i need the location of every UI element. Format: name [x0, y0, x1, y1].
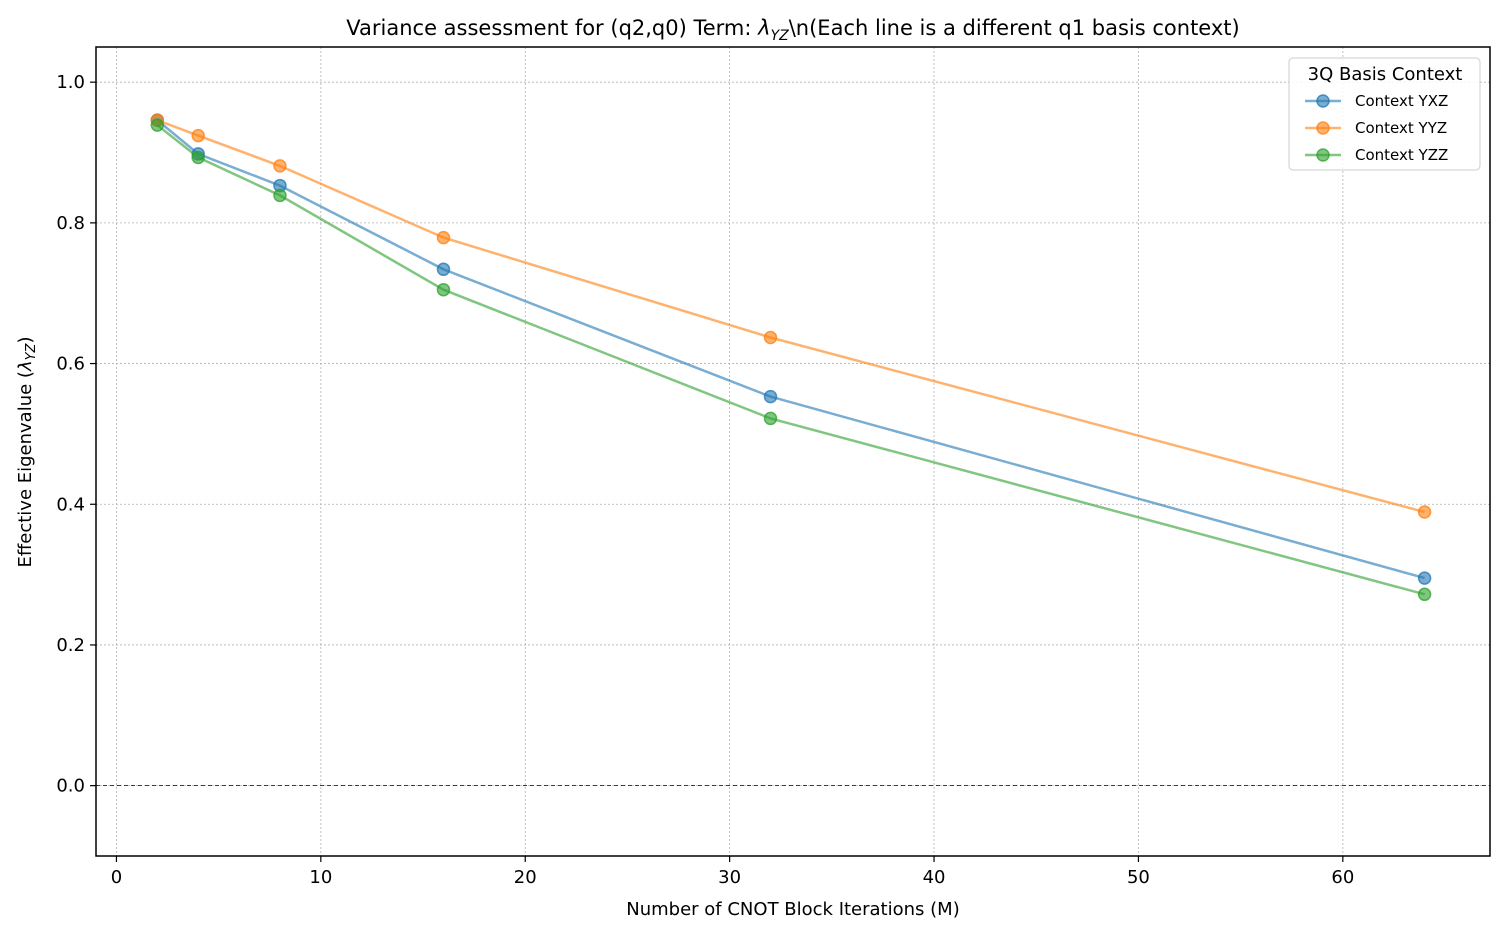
chart-title: Variance assessment for (q2,q0) Term: λY… — [346, 16, 1239, 44]
data-point — [436, 262, 451, 277]
legend-marker — [1316, 121, 1330, 135]
x-axis-label: Number of CNOT Block Iterations (M) — [626, 899, 959, 920]
legend-item: Context YXZ — [1305, 92, 1448, 110]
y-tick-label: 0.0 — [56, 776, 85, 797]
legend-title: 3Q Basis Context — [1308, 64, 1463, 85]
y-axis: 0.0 0.2 0.4 0.6 0.8 1.0 — [56, 72, 96, 797]
title-lambda-symbol: λ — [757, 16, 770, 40]
y-tick-label: 0.4 — [56, 494, 85, 515]
legend-item: Context YZZ — [1305, 146, 1448, 164]
legend-marker — [1316, 94, 1330, 108]
x-tick-label: 30 — [718, 867, 741, 888]
y-tick-label: 0.6 — [56, 354, 85, 375]
series-line — [156, 119, 1425, 580]
data-point — [273, 188, 287, 203]
legend-label: Context YZZ — [1355, 146, 1448, 164]
legend-label: Context YYZ — [1355, 119, 1447, 137]
y-tick-label: 0.2 — [56, 635, 85, 656]
series-line — [156, 124, 1425, 596]
ylabel-lambda-symbol: λ — [15, 360, 36, 372]
data-point — [191, 150, 205, 165]
y-tick-label: 0.8 — [56, 213, 85, 234]
x-tick-label: 0 — [111, 867, 122, 888]
data-point — [1417, 571, 1432, 585]
x-tick-label: 40 — [923, 867, 946, 888]
grid — [96, 47, 1490, 856]
data-point — [763, 389, 778, 404]
data-point — [763, 411, 778, 426]
legend-item: Context YYZ — [1305, 119, 1447, 137]
data-point — [150, 118, 165, 132]
data-point — [273, 159, 287, 173]
y-tick-label: 1.0 — [56, 72, 85, 93]
plot-frame — [95, 46, 1491, 857]
series-3 — [150, 118, 1432, 602]
data-point — [1417, 505, 1432, 519]
data-point — [436, 282, 451, 297]
x-tick-label: 50 — [1127, 867, 1150, 888]
x-tick-label: 60 — [1331, 867, 1354, 888]
data-point — [191, 128, 205, 143]
x-tick-label: 20 — [514, 867, 537, 888]
ylabel-lambda-subscript: YZ — [24, 342, 39, 360]
series-line — [156, 119, 1425, 514]
x-tick-label: 10 — [309, 867, 332, 888]
y-axis-label: Effective Eigenvalue (λYZ) — [15, 337, 39, 568]
legend-label: Context YXZ — [1355, 92, 1448, 110]
x-axis: 0 10 20 30 40 50 60 — [111, 856, 1354, 888]
title-lambda-subscript: YZ — [771, 28, 790, 44]
data-point — [763, 330, 778, 345]
data-point — [436, 230, 451, 245]
legend-box — [1288, 57, 1481, 171]
legend-marker — [1316, 148, 1330, 162]
legend-items: Context YXZ Context YYZ Context YZZ — [1305, 92, 1448, 164]
series-layer — [150, 113, 1432, 602]
data-point — [1417, 587, 1432, 602]
